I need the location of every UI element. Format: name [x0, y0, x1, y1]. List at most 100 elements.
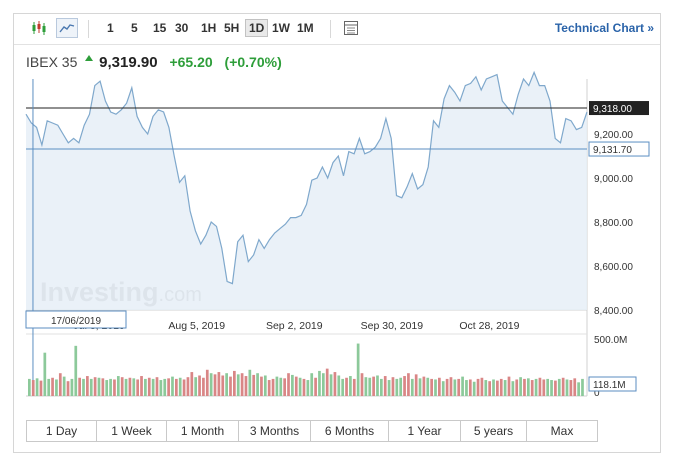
- volume-bar: [279, 377, 283, 396]
- period-1w[interactable]: 1W: [272, 21, 290, 35]
- volume-bar: [205, 369, 209, 396]
- volume-bar: [62, 376, 66, 396]
- volume-bar: [291, 374, 294, 396]
- volume-bar: [271, 378, 275, 396]
- period-15[interactable]: 15: [153, 21, 167, 35]
- volume-bar: [221, 375, 225, 396]
- crosshair-date-label: 17/06/2019: [51, 316, 101, 327]
- volume-bar: [468, 379, 472, 396]
- volume-bar: [167, 378, 170, 396]
- volume-bar: [569, 380, 573, 396]
- volume-bar: [267, 380, 271, 396]
- volume-bar: [480, 377, 484, 396]
- volume-bar: [78, 377, 81, 396]
- technical-chart-link[interactable]: Technical Chart »: [554, 21, 654, 35]
- last-price-label: 9,318.00: [593, 104, 632, 115]
- volume-bar: [372, 376, 375, 396]
- volume-bar: [116, 376, 120, 396]
- volume-bar: [225, 373, 228, 396]
- period-1d[interactable]: 1D: [245, 19, 269, 37]
- volume-bar: [147, 377, 151, 396]
- line-chart-icon[interactable]: [56, 18, 78, 38]
- volume-bar: [39, 380, 43, 396]
- volume-bar: [542, 379, 546, 396]
- volume-bar: [260, 376, 263, 396]
- volume-bar: [422, 376, 426, 396]
- volume-bar: [445, 378, 449, 396]
- volume-bar: [302, 378, 306, 396]
- range-max[interactable]: Max: [550, 424, 574, 438]
- volume-bar: [577, 382, 580, 396]
- volume-bar: [47, 378, 51, 396]
- volume-bar: [519, 377, 522, 396]
- range-1-week[interactable]: 1 Week: [97, 421, 167, 441]
- crosshair-date-tag: [25, 310, 127, 329]
- period-30[interactable]: 30: [175, 21, 189, 35]
- volume-bar: [236, 374, 240, 396]
- volume-bar: [31, 380, 35, 396]
- volume-bar: [573, 378, 577, 396]
- volume-bar: [426, 377, 430, 396]
- volume-bar: [163, 378, 167, 396]
- volume-bar: [476, 378, 480, 396]
- y-tick-label: 9,000.00: [594, 174, 633, 185]
- volume-bar: [306, 380, 310, 396]
- volume-bar: [526, 378, 530, 396]
- period-5[interactable]: 5: [131, 21, 138, 35]
- volume-zero-label: 0: [594, 388, 600, 399]
- volume-bar: [383, 376, 387, 396]
- price-change: +65.20: [169, 54, 213, 70]
- period-1h[interactable]: 1H: [201, 21, 217, 35]
- volume-bar: [136, 379, 140, 396]
- volume-bar: [51, 377, 54, 396]
- volume-bar: [453, 379, 457, 396]
- volume-bar: [229, 376, 232, 396]
- volume-bar: [360, 373, 364, 396]
- volume-bar: [356, 343, 360, 396]
- price-chart[interactable]: Investing.com8,400.008,600.008,800.009,0…: [14, 14, 660, 399]
- volume-bar: [465, 380, 468, 396]
- volume-bar: [213, 374, 217, 396]
- price-change-percent: (+0.70%): [224, 54, 282, 70]
- crosshair-price-label: 9,131.70: [593, 145, 632, 156]
- volume-bar: [294, 376, 298, 396]
- range-3-months[interactable]: 3 Months: [239, 421, 311, 441]
- range-6-months[interactable]: 6 Months: [311, 421, 389, 441]
- volume-bar: [132, 378, 136, 396]
- volume-bar: [298, 377, 302, 396]
- range-1-year[interactable]: 1 Year: [389, 421, 461, 441]
- volume-bar: [321, 373, 325, 396]
- volume-bar: [457, 378, 461, 396]
- volume-bar: [376, 375, 379, 396]
- volume-bar: [151, 378, 155, 396]
- period-1m[interactable]: 1M: [297, 21, 314, 35]
- table-icon[interactable]: [340, 18, 362, 38]
- period-5h[interactable]: 5H: [224, 21, 240, 35]
- period-1[interactable]: 1: [107, 21, 114, 35]
- range-1-day[interactable]: 1 Day: [27, 421, 97, 441]
- range-1-month[interactable]: 1 Month: [167, 421, 239, 441]
- toolbar-divider: [88, 20, 89, 38]
- price-area: [26, 72, 587, 311]
- volume-bar: [507, 376, 511, 396]
- volume-bar: [523, 378, 526, 396]
- volume-bar: [202, 377, 205, 396]
- volume-bar: [538, 377, 542, 396]
- volume-bar: [407, 373, 410, 396]
- volume-bar: [58, 373, 62, 396]
- volume-bar: [287, 373, 290, 396]
- volume-bar: [418, 378, 422, 396]
- volume-bar: [155, 377, 159, 396]
- volume-bar: [546, 378, 550, 396]
- candlestick-icon[interactable]: [28, 18, 50, 38]
- volume-bar: [349, 376, 352, 396]
- volume-bar: [318, 370, 321, 396]
- volume-bar: [101, 378, 105, 396]
- volume-bar: [565, 379, 569, 396]
- chart-toolbar: 1 5 15 30 1H 5H 1D 1W 1M Technical Chart »: [14, 14, 660, 45]
- y-tick-label: 8,800.00: [594, 218, 633, 229]
- range-5-years[interactable]: 5 years: [461, 421, 527, 441]
- volume-bar: [283, 378, 286, 396]
- volume-bar: [488, 381, 492, 396]
- volume-bar: [530, 380, 534, 396]
